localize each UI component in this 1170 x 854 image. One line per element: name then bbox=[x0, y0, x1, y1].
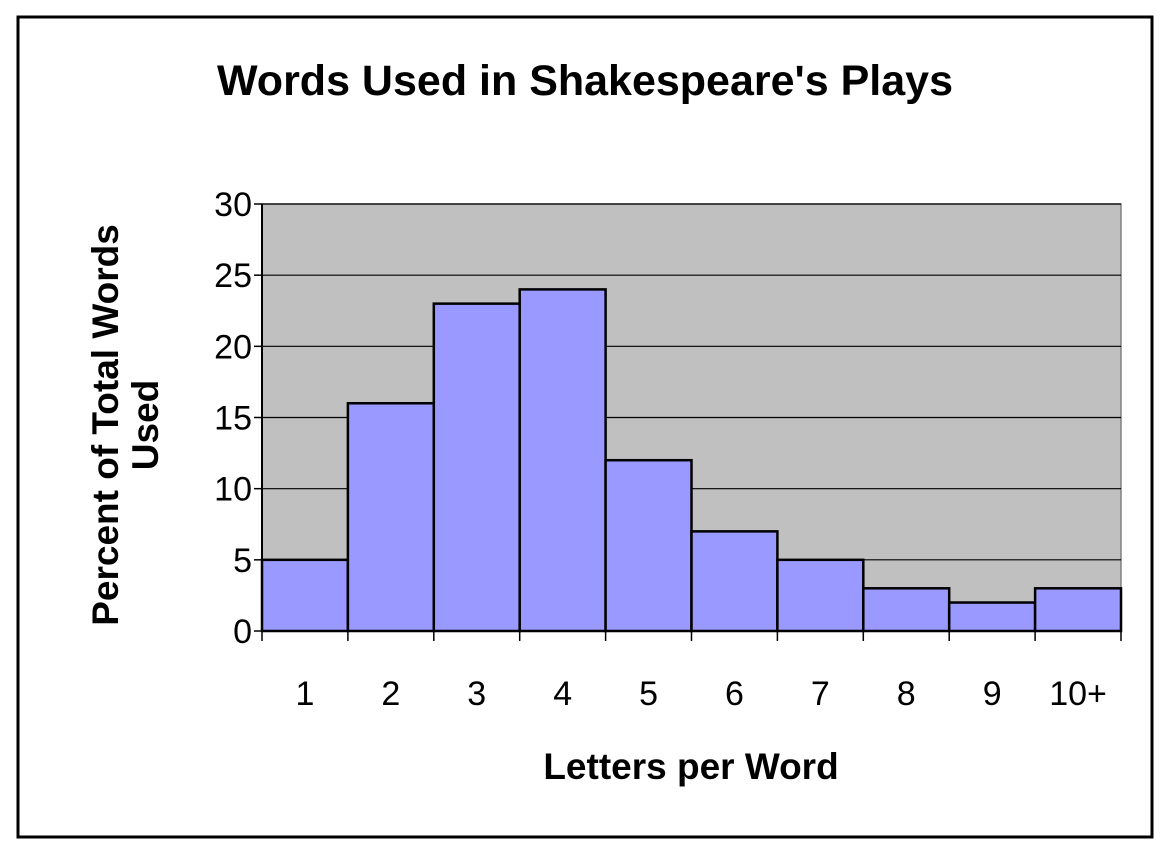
y-axis-title-line-1: Percent of Total Words bbox=[85, 224, 126, 626]
bar-7 bbox=[776, 558, 865, 633]
x-tick-label: 9 bbox=[983, 675, 1002, 713]
bar-6 bbox=[690, 530, 779, 633]
chart-title: Words Used in Shakespeare's Plays bbox=[217, 57, 953, 105]
y-tick-label: 15 bbox=[214, 400, 252, 438]
x-tick-label: 5 bbox=[639, 675, 658, 713]
x-tick-label: 10+ bbox=[1049, 675, 1107, 713]
x-axis-title: Letters per Word bbox=[543, 746, 838, 787]
bar-5 bbox=[604, 458, 693, 633]
x-tick-label: 7 bbox=[811, 675, 830, 713]
x-tick-label: 8 bbox=[897, 675, 916, 713]
x-tick-label: 3 bbox=[467, 675, 486, 713]
bar-8 bbox=[862, 587, 951, 633]
x-tick-labels: 1 2 3 4 5 6 7 8 9 10+ bbox=[295, 675, 1106, 713]
y-axis-title-line-2: Used bbox=[125, 380, 166, 470]
bar-2 bbox=[346, 402, 436, 633]
bars bbox=[260, 288, 1123, 633]
axes bbox=[254, 203, 1122, 641]
x-tick-label: 1 bbox=[295, 675, 314, 713]
y-tick-label: 5 bbox=[233, 542, 252, 580]
y-axis-title: Percent of Total Words Used bbox=[85, 224, 166, 626]
plot-area: 0 5 10 15 20 25 30 1 2 3 4 5 6 7 8 9 10+ bbox=[214, 186, 1123, 713]
y-tick-labels: 0 5 10 15 20 25 30 bbox=[214, 186, 252, 651]
x-tick-label: 6 bbox=[725, 675, 744, 713]
x-tick-label: 2 bbox=[381, 675, 400, 713]
bar-3 bbox=[432, 302, 521, 633]
y-tick-label: 10 bbox=[214, 471, 252, 509]
bar-4 bbox=[518, 288, 607, 633]
y-tick-label: 25 bbox=[214, 257, 252, 295]
y-tick-label: 20 bbox=[214, 328, 252, 366]
y-tick-label: 0 bbox=[233, 613, 252, 651]
bar-9 bbox=[947, 601, 1037, 633]
y-tick-label: 30 bbox=[214, 186, 252, 224]
x-tick-label: 4 bbox=[553, 675, 572, 713]
bar-1 bbox=[260, 558, 350, 633]
bar-10+ bbox=[1033, 587, 1123, 633]
